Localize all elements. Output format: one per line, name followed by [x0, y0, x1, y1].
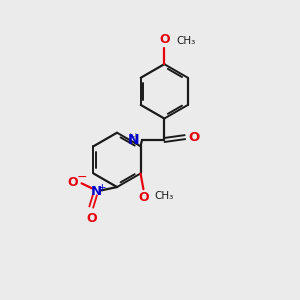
Text: H: H [129, 133, 137, 143]
Text: O: O [86, 212, 97, 225]
Text: O: O [188, 130, 200, 144]
Text: N: N [128, 133, 140, 147]
Text: −: − [76, 170, 87, 184]
Text: O: O [67, 176, 77, 189]
Text: CH₃: CH₃ [176, 36, 196, 46]
Text: O: O [138, 190, 149, 204]
Text: N: N [91, 185, 102, 198]
Text: CH₃: CH₃ [154, 190, 173, 201]
Text: +: + [98, 183, 107, 193]
Text: O: O [159, 33, 169, 46]
